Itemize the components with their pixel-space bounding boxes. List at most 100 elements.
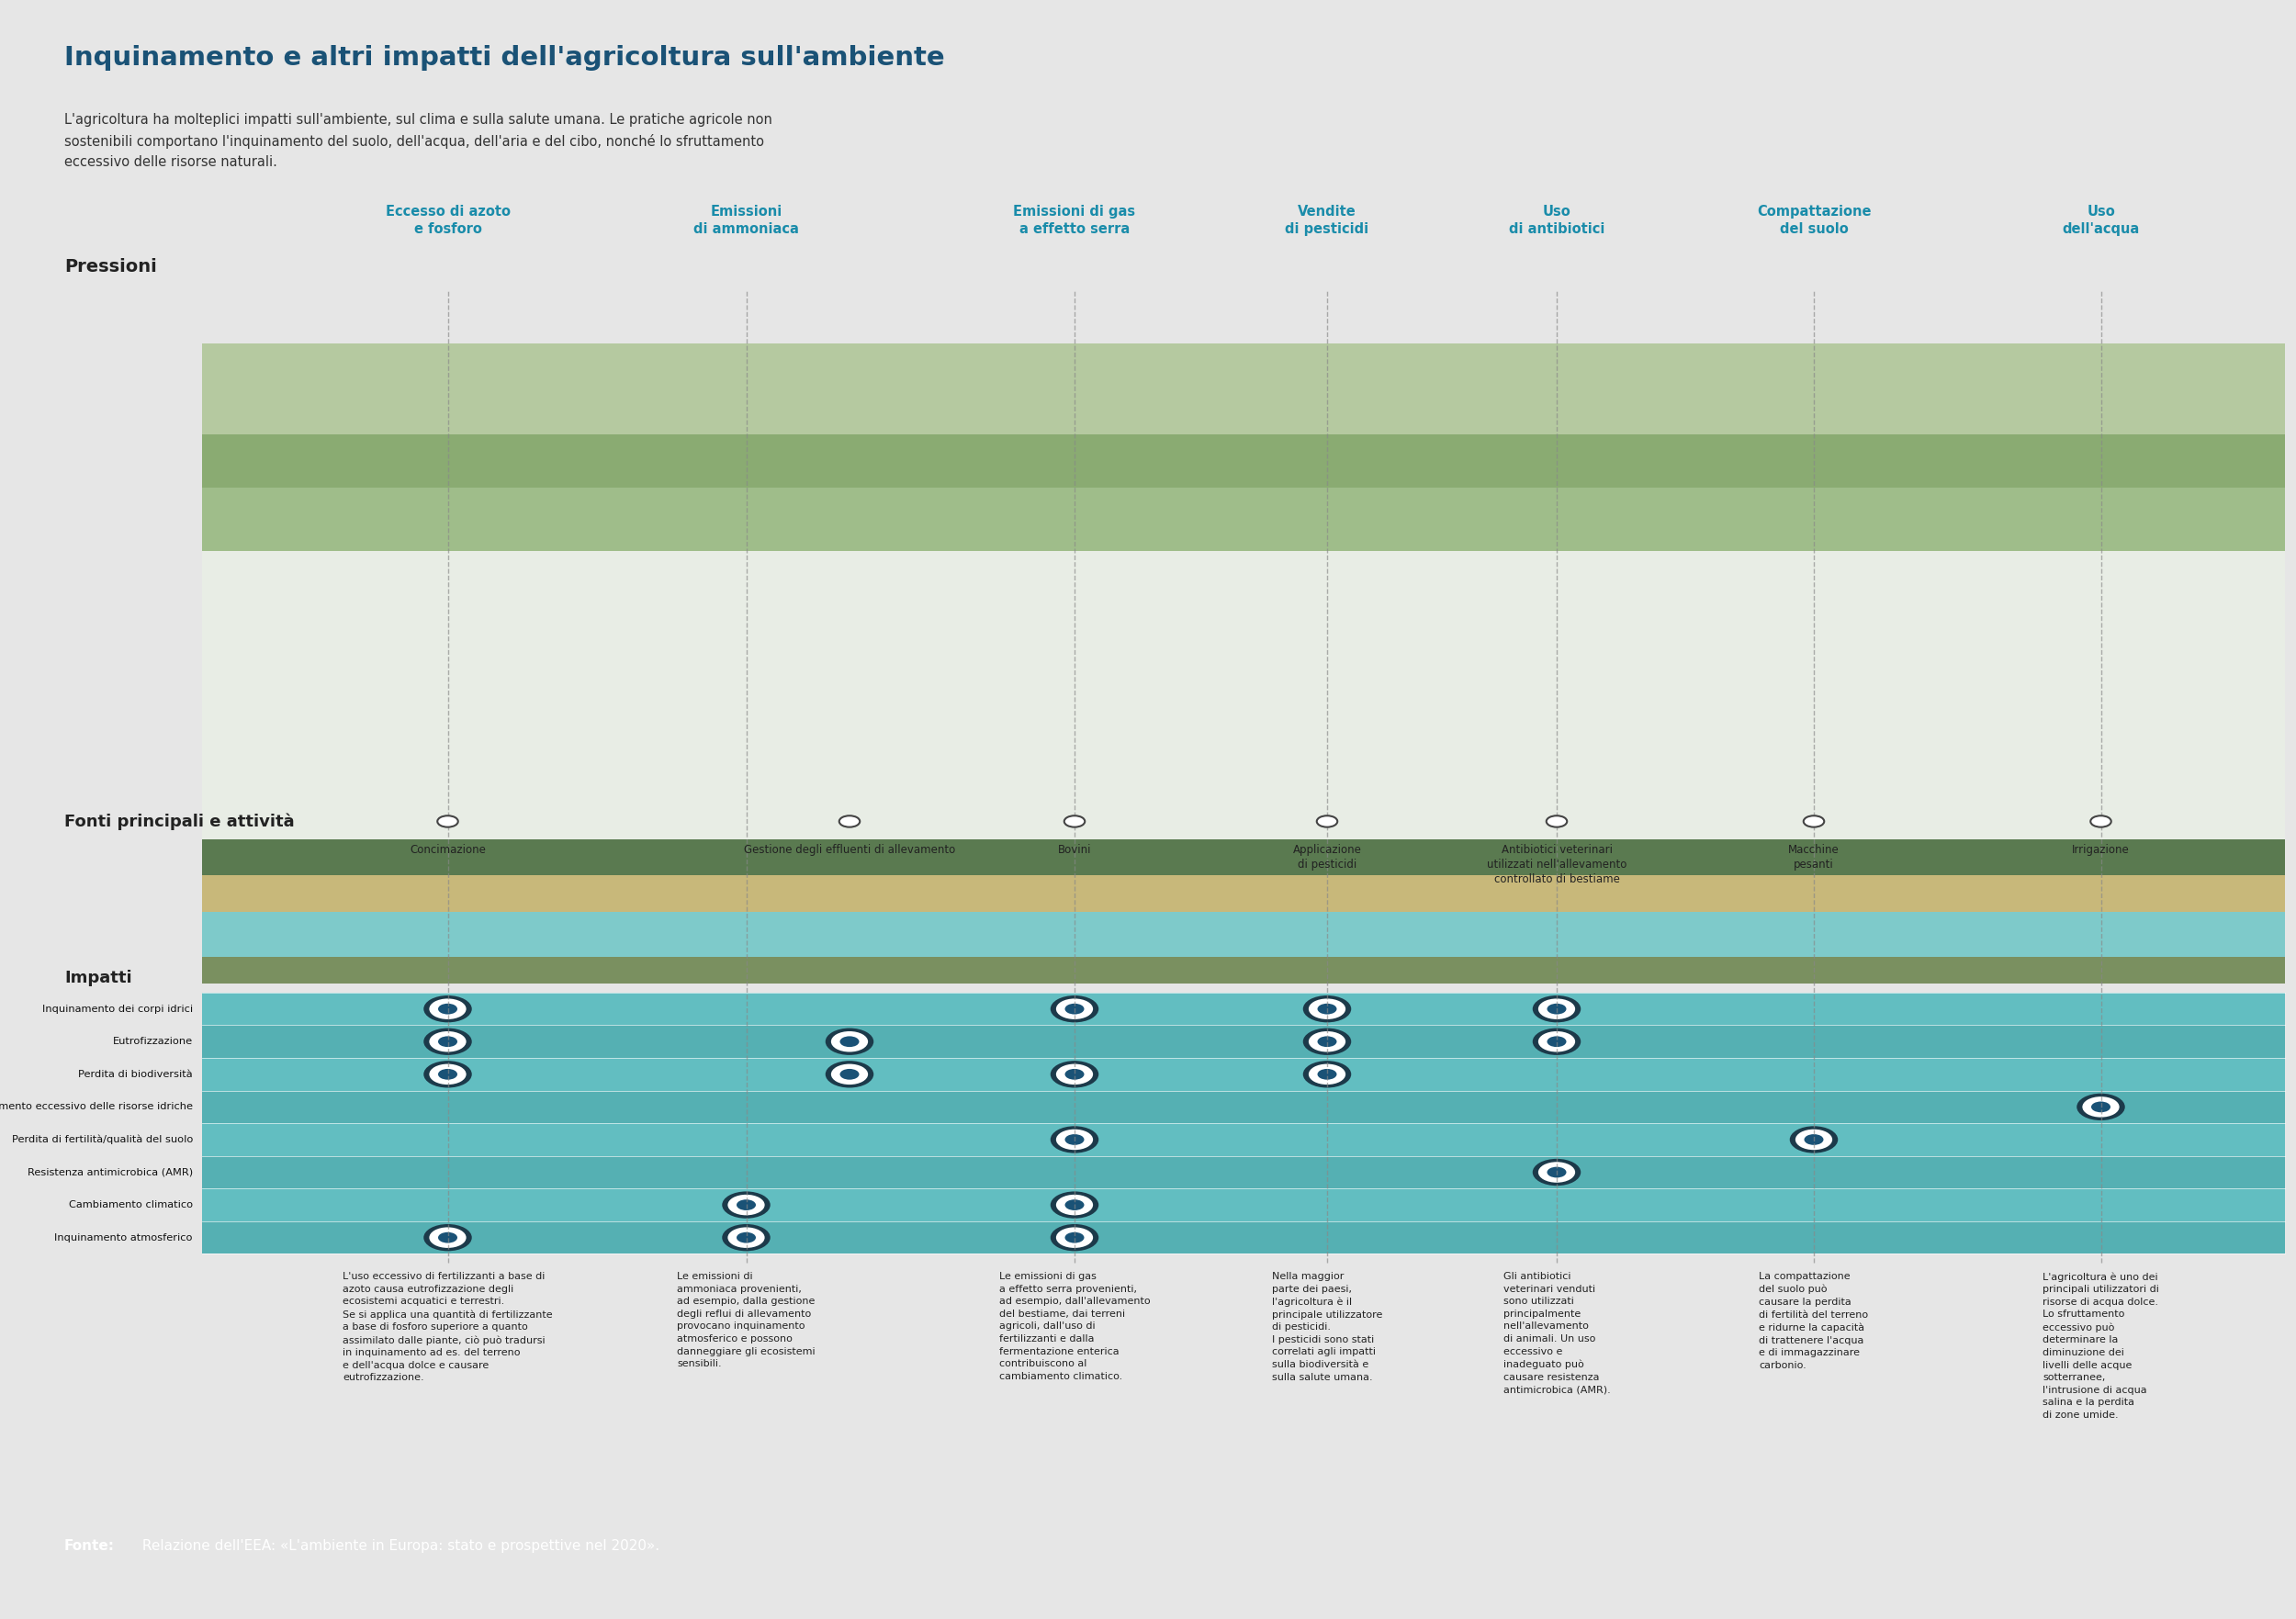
Text: Concimazione: Concimazione [409, 843, 487, 856]
Ellipse shape [1052, 996, 1100, 1023]
Ellipse shape [429, 1227, 466, 1248]
Circle shape [1318, 816, 1336, 827]
Ellipse shape [1052, 1192, 1100, 1219]
Ellipse shape [1538, 1162, 1575, 1182]
Ellipse shape [1548, 1036, 1566, 1047]
Ellipse shape [422, 1060, 473, 1088]
Ellipse shape [1304, 1060, 1350, 1088]
Bar [202, 343, 2285, 434]
Bar [202, 1156, 2285, 1188]
Ellipse shape [2078, 1093, 2126, 1120]
Ellipse shape [1548, 1167, 1566, 1177]
Ellipse shape [1538, 999, 1575, 1020]
Ellipse shape [1309, 999, 1345, 1020]
Bar [202, 487, 2285, 550]
Bar [202, 1057, 2285, 1091]
Text: Fonti principali e attività: Fonti principali e attività [64, 813, 294, 831]
Text: Inquinamento atmosferico: Inquinamento atmosferico [55, 1234, 193, 1242]
Ellipse shape [1795, 1130, 1832, 1149]
Bar [202, 434, 2285, 487]
Ellipse shape [1056, 1130, 1093, 1149]
Text: Gli antibiotici
veterinari venduti
sono utilizzati
principalmente
nell'allevamen: Gli antibiotici veterinari venduti sono … [1504, 1273, 1609, 1394]
Ellipse shape [827, 1060, 872, 1088]
Text: Inquinamento dei corpi idrici: Inquinamento dei corpi idrici [41, 1004, 193, 1013]
Text: Eccesso di azoto
e fosforo: Eccesso di azoto e fosforo [386, 206, 510, 236]
Ellipse shape [737, 1232, 755, 1243]
Circle shape [1548, 816, 1568, 827]
Text: Applicazione
di pesticidi: Applicazione di pesticidi [1293, 843, 1362, 871]
Ellipse shape [1534, 1028, 1582, 1056]
Circle shape [840, 816, 859, 827]
Ellipse shape [1309, 1031, 1345, 1052]
Ellipse shape [429, 999, 466, 1020]
Circle shape [2092, 816, 2112, 827]
Text: Nella maggior
parte dei paesi,
l'agricoltura è il
principale utilizzatore
di pes: Nella maggior parte dei paesi, l'agricol… [1272, 1273, 1382, 1381]
Ellipse shape [1791, 1127, 1837, 1153]
Ellipse shape [1056, 999, 1093, 1020]
Ellipse shape [1534, 1159, 1582, 1185]
Ellipse shape [2092, 1101, 2110, 1112]
Bar [202, 992, 2285, 1025]
Bar [202, 343, 2285, 984]
Text: Fonte:: Fonte: [64, 1540, 115, 1553]
Ellipse shape [1052, 1060, 1100, 1088]
Circle shape [1805, 816, 1823, 827]
Text: Le emissioni di
ammoniaca provenienti,
ad esempio, dalla gestione
degli reflui d: Le emissioni di ammoniaca provenienti, a… [677, 1273, 815, 1368]
Text: L'uso eccessivo di fertilizzanti a base di
azoto causa eutrofizzazione degli
eco: L'uso eccessivo di fertilizzanti a base … [342, 1273, 553, 1383]
Ellipse shape [840, 1036, 859, 1047]
Bar [202, 1188, 2285, 1221]
Ellipse shape [1065, 1069, 1084, 1080]
Text: Impatti: Impatti [64, 970, 131, 986]
Ellipse shape [422, 1028, 473, 1056]
Ellipse shape [728, 1227, 765, 1248]
Ellipse shape [1065, 1004, 1084, 1015]
Bar [202, 957, 2285, 984]
Bar [202, 550, 2285, 839]
Ellipse shape [840, 1069, 859, 1080]
Ellipse shape [728, 1195, 765, 1216]
Text: Uso
dell'acqua: Uso dell'acqua [2062, 206, 2140, 236]
Bar [202, 1091, 2285, 1124]
Text: Perdita di biodiversità: Perdita di biodiversità [78, 1070, 193, 1078]
Ellipse shape [737, 1200, 755, 1211]
Text: Resistenza antimicrobica (AMR): Resistenza antimicrobica (AMR) [28, 1167, 193, 1177]
Ellipse shape [831, 1031, 868, 1052]
Ellipse shape [721, 1192, 771, 1219]
Text: Macchine
pesanti: Macchine pesanti [1789, 843, 1839, 871]
Ellipse shape [422, 1224, 473, 1251]
Ellipse shape [429, 1064, 466, 1085]
Ellipse shape [827, 1028, 872, 1056]
Ellipse shape [1538, 1031, 1575, 1052]
Text: Uso
di antibiotici: Uso di antibiotici [1508, 206, 1605, 236]
Ellipse shape [1065, 1200, 1084, 1211]
Text: Inquinamento e altri impatti dell'agricoltura sull'ambiente: Inquinamento e altri impatti dell'agrico… [64, 45, 944, 71]
Text: La compattazione
del suolo può
causare la perdita
di fertilità del terreno
e rid: La compattazione del suolo può causare l… [1759, 1273, 1869, 1370]
Text: Le emissioni di gas
a effetto serra provenienti,
ad esempio, dall'allevamento
de: Le emissioni di gas a effetto serra prov… [999, 1273, 1150, 1381]
Text: Bovini: Bovini [1058, 843, 1091, 856]
Bar [202, 876, 2285, 911]
Ellipse shape [1304, 996, 1350, 1023]
Text: Eutrofizzazione: Eutrofizzazione [113, 1038, 193, 1046]
Ellipse shape [439, 1232, 457, 1243]
Text: Antibiotici veterinari
utilizzati nell'allevamento
controllato di bestiame: Antibiotici veterinari utilizzati nell'a… [1488, 843, 1626, 886]
Bar [202, 1221, 2285, 1255]
Text: Compattazione
del suolo: Compattazione del suolo [1756, 206, 1871, 236]
Circle shape [1065, 816, 1086, 827]
Ellipse shape [831, 1064, 868, 1085]
Ellipse shape [1805, 1135, 1823, 1145]
Text: Emissioni di gas
a effetto serra: Emissioni di gas a effetto serra [1013, 206, 1137, 236]
Text: Vendite
di pesticidi: Vendite di pesticidi [1286, 206, 1368, 236]
Text: L'agricoltura è uno dei
principali utilizzatori di
risorse di acqua dolce.
Lo sf: L'agricoltura è uno dei principali utili… [2043, 1273, 2158, 1420]
Text: Sfruttamento eccessivo delle risorse idriche: Sfruttamento eccessivo delle risorse idr… [0, 1103, 193, 1112]
Ellipse shape [1056, 1064, 1093, 1085]
Text: Irrigazione: Irrigazione [2071, 843, 2131, 856]
Ellipse shape [1318, 1036, 1336, 1047]
Text: Gestione degli effluenti di allevamento: Gestione degli effluenti di allevamento [744, 843, 955, 856]
Bar [202, 911, 2285, 957]
Ellipse shape [1318, 1069, 1336, 1080]
Ellipse shape [429, 1031, 466, 1052]
Ellipse shape [1309, 1064, 1345, 1085]
Ellipse shape [1548, 1004, 1566, 1015]
Text: Cambiamento climatico: Cambiamento climatico [69, 1200, 193, 1209]
Ellipse shape [2082, 1096, 2119, 1117]
